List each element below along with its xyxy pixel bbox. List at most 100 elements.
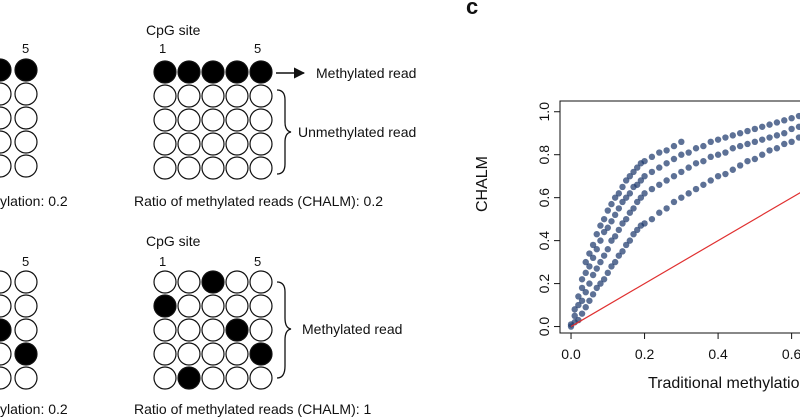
scatter-point — [795, 112, 800, 120]
top-index-end: 5 — [254, 41, 262, 56]
scatter-point — [593, 246, 600, 253]
scatter-point — [736, 162, 744, 169]
scatter-point — [788, 138, 795, 146]
scatter-point — [582, 304, 589, 311]
y-tick-label: 0.8 — [536, 145, 552, 165]
left-cut-bottom-ratio: ylation: 0.2 — [0, 401, 68, 417]
bottom-index-end: 5 — [254, 254, 262, 269]
scatter-point — [656, 181, 663, 188]
y-tick-label: 0.6 — [536, 188, 552, 208]
x-axis-title: Traditional methylatio — [648, 375, 800, 392]
left-cut-top-ratio: ylation: 0.2 — [0, 193, 68, 209]
scatter-point — [714, 151, 722, 158]
scatter-point — [670, 198, 678, 206]
scatter-point — [600, 276, 608, 283]
top-cpg-site-label: CpG site — [146, 22, 201, 38]
scatter-point — [575, 301, 582, 309]
plot-frame — [559, 100, 800, 334]
scatter-point — [597, 237, 604, 244]
scatter-point — [571, 306, 578, 313]
unmethylated-read-bracket — [276, 89, 292, 175]
scatter-point — [707, 177, 714, 184]
scatter-point — [759, 123, 766, 130]
scatter-point — [751, 155, 759, 163]
scatter-point — [619, 183, 626, 191]
scatter-point — [611, 194, 619, 201]
scatter-point — [656, 164, 663, 171]
scatter-point — [575, 293, 582, 300]
scatter-point — [692, 145, 700, 152]
scatter-point — [608, 263, 615, 270]
scatter-point — [593, 284, 600, 292]
scatter-point — [634, 198, 641, 206]
scatter-point — [586, 263, 593, 270]
scatter-point — [608, 237, 615, 244]
bottom-chalm-ratio: Ratio of methylated reads (CHALM): 1 — [134, 401, 372, 417]
scatter-point — [597, 258, 604, 266]
scatter-point — [615, 252, 623, 259]
scatter-point — [656, 149, 663, 156]
scatter-point — [736, 142, 744, 150]
scatter-point — [622, 194, 630, 201]
scatter-point — [700, 157, 707, 165]
scatter-point — [582, 258, 589, 266]
scatter-point — [692, 160, 700, 167]
scatter-point — [707, 138, 714, 146]
scatter-point — [685, 164, 692, 171]
scatter-point — [773, 119, 781, 126]
scatter-point — [781, 140, 788, 148]
top-chalm-ratio: Ratio of methylated reads (CHALM): 0.2 — [134, 193, 383, 209]
scatter-point — [663, 160, 670, 167]
scatter-point — [788, 125, 795, 133]
panel-letter-c: c — [466, 0, 479, 19]
scatter-point — [619, 248, 626, 255]
scatter-point — [589, 291, 597, 298]
scatter-point — [744, 157, 751, 165]
scatter-point — [781, 117, 788, 124]
scatter-point — [608, 200, 615, 208]
scatter-point — [722, 149, 729, 156]
scatter-point — [578, 297, 586, 304]
scatter-point — [626, 190, 634, 197]
scatter-point — [766, 134, 773, 141]
scatter-point — [578, 276, 586, 283]
scatter-point — [611, 258, 619, 266]
scatter-point — [678, 194, 685, 201]
scatter-point — [781, 130, 788, 137]
scatter-point — [744, 140, 751, 148]
scatter-point — [622, 241, 630, 249]
scatter-point — [729, 132, 736, 139]
scatter-point — [637, 177, 645, 184]
scatter-point — [604, 269, 611, 277]
top-read-grid — [153, 60, 273, 180]
scatter-point — [578, 310, 586, 317]
scatter-point — [634, 181, 641, 188]
scatter-point — [670, 155, 678, 163]
scatter-point — [678, 138, 685, 146]
scatter-point — [773, 132, 781, 139]
scatter-point — [759, 136, 766, 143]
scatter-point — [670, 172, 678, 180]
x-tick-label: 0.6 — [782, 346, 800, 362]
scatter-point — [582, 269, 589, 277]
scatter-point — [626, 209, 634, 216]
scatter-point — [685, 149, 692, 156]
y-tick-label: 0.2 — [536, 274, 552, 294]
scatter-point — [582, 288, 589, 296]
scatter-point — [714, 172, 722, 180]
scatter-point — [648, 215, 656, 223]
scatter-point — [615, 190, 623, 197]
methylated-read-label: Methylated read — [316, 65, 417, 81]
scatter-point — [637, 194, 645, 201]
scatter-point — [641, 190, 648, 197]
methylated-read-bracket — [276, 281, 292, 379]
scatter-point — [630, 230, 637, 238]
scatter-point — [615, 205, 623, 212]
scatter-point — [586, 250, 593, 257]
scatter-point — [593, 230, 600, 238]
scatter-point — [608, 218, 615, 225]
scatter-point — [729, 145, 736, 152]
scatter-point — [578, 284, 586, 292]
y-axis-title: CHALM — [474, 155, 491, 212]
